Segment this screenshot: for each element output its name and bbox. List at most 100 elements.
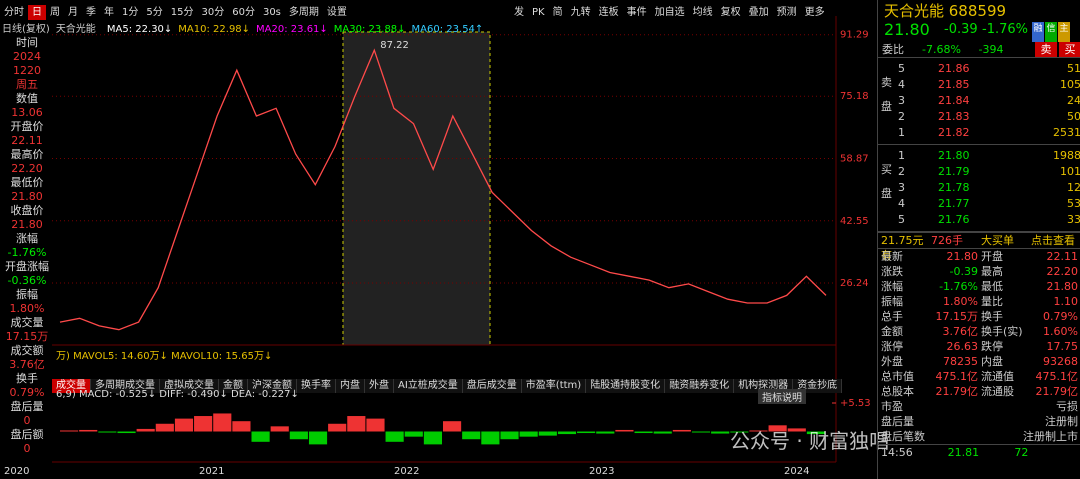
stat-value: 93268: [1043, 355, 1078, 368]
macd-bar: [174, 418, 194, 432]
sell-button[interactable]: 卖: [1035, 42, 1057, 57]
stat-value: 亏损: [1056, 400, 1078, 413]
mode: 日线(复权): [2, 24, 50, 35]
price: 21.76: [938, 213, 970, 226]
period-button[interactable]: 30分: [201, 7, 225, 18]
stat-value: 21.79亿: [1035, 385, 1079, 398]
side-label: 盘: [881, 187, 892, 200]
price: 21.84: [938, 94, 970, 107]
ma-value: MA20: 23.61↓: [256, 24, 328, 35]
level: 5: [898, 213, 905, 226]
period-button[interactable]: 年: [104, 7, 114, 18]
info-label: 盘后额: [10, 428, 44, 441]
tab[interactable]: 沪深金额: [248, 379, 297, 393]
tool-button[interactable]: 发: [514, 7, 524, 18]
tool-button[interactable]: 复权: [720, 7, 741, 18]
period-button[interactable]: 60分: [232, 7, 255, 18]
period-button[interactable]: 月: [68, 7, 78, 18]
period-button[interactable]: 5分: [146, 7, 163, 18]
buy-button[interactable]: 买: [1059, 42, 1080, 57]
y-tick-label: 91.29: [840, 30, 869, 41]
tab[interactable]: 市盈率(ttm): [521, 379, 587, 393]
tab[interactable]: 外盘: [365, 379, 394, 393]
stat-label: 振幅: [881, 295, 903, 308]
macd-bar: [251, 431, 270, 442]
info-value: 3.76亿: [9, 358, 45, 371]
watermark: 公众号 · 财富独唱: [730, 429, 890, 453]
tool-button[interactable]: 简: [552, 7, 563, 18]
period-button[interactable]: 季: [86, 7, 96, 18]
macd-bar: [423, 431, 442, 445]
stat-value: 78235: [943, 355, 978, 368]
tool-button[interactable]: 预测: [776, 7, 797, 18]
tool-button[interactable]: 加自选: [654, 7, 685, 18]
value: -7.68%: [922, 43, 961, 56]
info-value: 17.15万: [5, 330, 49, 343]
level: 5: [898, 62, 905, 75]
stat-value: 注册制上市: [1023, 430, 1078, 443]
value: -394: [978, 43, 1004, 56]
period-button[interactable]: 设置: [326, 7, 347, 18]
price: 21.83: [938, 110, 970, 123]
side-label: 买: [881, 163, 892, 176]
tool-button[interactable]: 连板: [598, 7, 619, 18]
macd-bar: [232, 421, 251, 432]
stat-value: 17.15万: [935, 310, 979, 323]
period-button[interactable]: 30s: [262, 7, 281, 18]
stat-label: 流通值: [981, 370, 1014, 383]
tool-button[interactable]: PK: [532, 7, 545, 18]
stat-value: 1.60%: [1043, 325, 1078, 338]
tick-row: 14:56 21.81 72: [878, 444, 1080, 460]
book-row: 1 21.82 2531: [878, 125, 1080, 141]
tab[interactable]: 陆股通持股变化: [586, 379, 666, 393]
macd-bar: [577, 431, 596, 434]
tool-button[interactable]: 九转: [570, 7, 591, 18]
info-value: 22.11: [11, 134, 43, 147]
big-order-text: 726手: [931, 234, 963, 247]
volume: 105: [1060, 78, 1080, 91]
tab[interactable]: 虚拟成交量: [160, 379, 219, 393]
tool-button[interactable]: 更多: [804, 7, 825, 18]
pct: -1.76%: [982, 22, 1028, 37]
stat-label: 最高: [981, 265, 1003, 278]
stat-value: 26.63: [946, 340, 979, 353]
tab[interactable]: 成交量: [52, 379, 91, 393]
volume: 1988: [1053, 149, 1080, 162]
x-tick-label: 2020: [4, 466, 29, 477]
tab[interactable]: 盘后成交量: [462, 379, 522, 393]
stat-row: 金额 3.76亿 换手(实) 1.60%: [878, 324, 1080, 339]
macd-bar: [691, 431, 711, 433]
price: 21.78: [938, 181, 970, 194]
period-button[interactable]: 日: [28, 5, 46, 20]
tool-button[interactable]: 均线: [692, 7, 713, 18]
info-panel: 时间 2024 1220 周五 数值 13.06 开盘价 22.11 最高价 22.20 最低价 21…: [2, 36, 52, 456]
info-label: 涨幅: [16, 232, 38, 245]
tool-button[interactable]: 事件: [626, 7, 647, 18]
tool-button[interactable]: 叠加: [748, 7, 769, 18]
stat-value: 21.80: [946, 250, 979, 263]
help-button[interactable]: 指标说明: [758, 389, 806, 404]
tab[interactable]: 融资融券变化: [665, 379, 735, 393]
tab[interactable]: AI立桩成交量: [394, 379, 463, 393]
period-button[interactable]: 分时: [4, 7, 24, 18]
price: 21.86: [938, 62, 970, 75]
period-button[interactable]: 15分: [170, 7, 194, 18]
tab[interactable]: 换手率: [297, 379, 336, 393]
price: 21.80: [938, 149, 970, 162]
price: 21.77: [938, 197, 970, 210]
tab[interactable]: 多周期成交量: [91, 379, 160, 393]
price: 21.82: [938, 126, 970, 139]
info-label: 振幅: [16, 288, 38, 301]
period-button[interactable]: 1分: [122, 7, 139, 18]
stat-label: 盘后量: [881, 415, 914, 428]
macd-bar: [347, 416, 366, 432]
book-row: 5 21.76 33: [878, 212, 1080, 228]
period-button[interactable]: 周: [50, 7, 60, 18]
stat-row: 涨跌 -0.39 最高 22.20: [878, 264, 1080, 279]
period-button[interactable]: 多周期: [288, 7, 319, 18]
x-tick-label: 2024: [784, 466, 809, 477]
change: -0.39: [944, 22, 978, 37]
tab[interactable]: 金额: [219, 379, 248, 393]
tab[interactable]: 内盘: [336, 379, 365, 393]
